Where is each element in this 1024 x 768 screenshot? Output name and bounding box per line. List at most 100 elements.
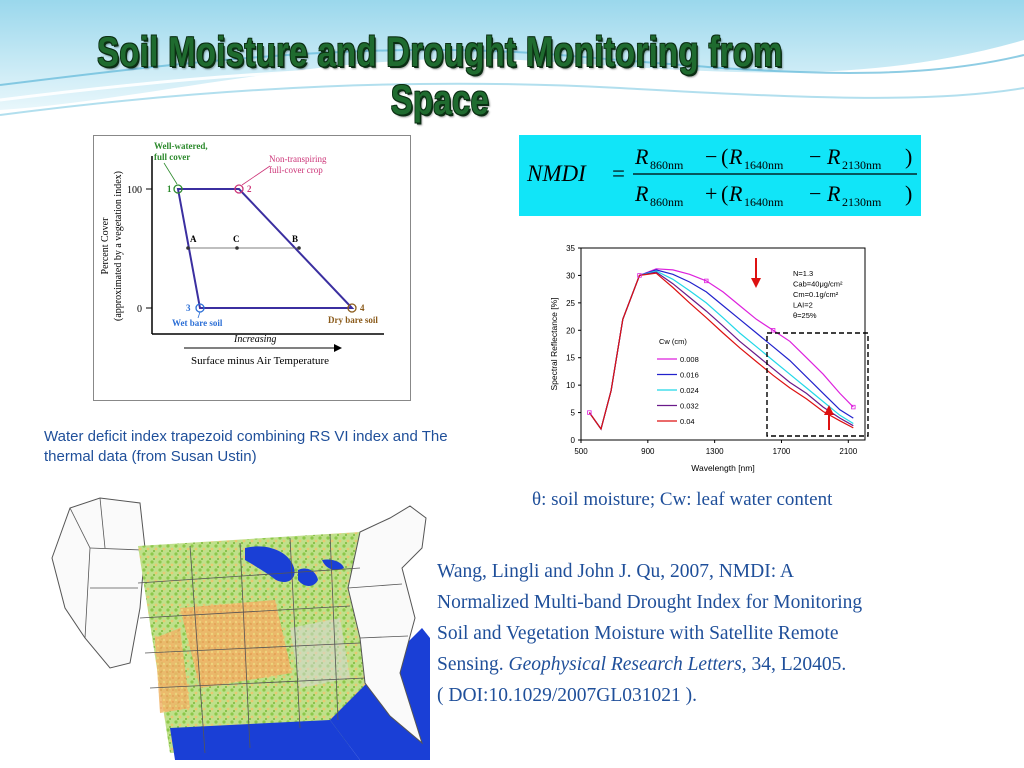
legend-label: 0.016 xyxy=(680,371,699,380)
y-tick-label: 30 xyxy=(566,271,575,280)
x-tick-label: 1300 xyxy=(706,447,724,456)
up-arrow xyxy=(824,405,834,430)
x-tick-label: 2100 xyxy=(839,447,857,456)
trapezoid-caption: Water deficit index trapezoid combining … xyxy=(44,428,448,465)
non-transpiring-label-2: full-cover crop xyxy=(269,165,323,175)
y-tick-label: 35 xyxy=(566,244,575,253)
citation-line-4-tail: 34, L20405. xyxy=(746,654,847,675)
legend-label: 0.008 xyxy=(680,355,699,364)
svg-text:): ) xyxy=(905,181,912,206)
y-axis-label: Spectral Reflectance [%] xyxy=(549,297,559,390)
y-axis-label-2: (approximated by a vegetation index) xyxy=(113,171,124,321)
num-r1640-sub: 1640nm xyxy=(744,158,784,172)
legend-title: Cw (cm) xyxy=(659,337,687,346)
point-3-label: 3 xyxy=(186,303,191,313)
den-r2130-sub: 2130nm xyxy=(842,195,882,209)
tick-100: 100 xyxy=(127,185,142,196)
y-tick-label: 5 xyxy=(571,409,576,418)
point-4-marker xyxy=(347,303,357,313)
num-r2130: R xyxy=(826,144,841,169)
y-tick-label: 10 xyxy=(566,381,575,390)
western-states xyxy=(51,497,146,669)
series-marker xyxy=(704,278,709,284)
num-r860: R xyxy=(634,144,649,169)
citation: Wang, Lingli and John J. Qu, 2007, NMDI:… xyxy=(437,556,1017,711)
citation-line-2: Normalized Multi-band Drought Index for … xyxy=(437,592,863,613)
legend-label: 0.04 xyxy=(680,417,695,426)
tick-0: 0 xyxy=(137,304,142,315)
formula-equals: = xyxy=(612,161,625,186)
trapezoid-diagram: 100 0 Percent Cover (approximated by a v… xyxy=(93,135,411,401)
eastern-states xyxy=(347,505,427,745)
series-marker xyxy=(770,328,776,333)
point-2-label: 2 xyxy=(247,184,252,194)
formula-lhs: NMDI xyxy=(526,161,587,186)
point-c-label: C xyxy=(233,234,240,244)
den-r860-sub: 860nm xyxy=(650,195,684,209)
y-tick-label: 0 xyxy=(571,436,576,445)
series-marker xyxy=(851,404,856,410)
y-tick-label: 15 xyxy=(566,354,575,363)
svg-text:): ) xyxy=(905,144,912,169)
point-a-label: A xyxy=(190,234,197,244)
model-parameter: LAI=2 xyxy=(793,301,813,310)
y-tick-label: 20 xyxy=(566,326,575,335)
citation-line-4: Sensing. Geophysical Research Letters, 3… xyxy=(437,649,1017,680)
num-r860-sub: 860nm xyxy=(650,158,684,172)
model-parameter: Cab=40μg/cm² xyxy=(793,280,843,289)
series-marker xyxy=(587,410,592,415)
series-marker xyxy=(637,273,642,278)
down-arrow xyxy=(751,258,761,288)
swir-highlight-box xyxy=(766,332,869,437)
y-axis-label-1: Percent Cover xyxy=(100,217,111,275)
model-parameter: Cm=0.1g/cm² xyxy=(793,290,839,299)
citation-line-4-plain: Sensing. xyxy=(437,654,509,675)
us-drought-map xyxy=(30,488,430,760)
model-parameter: N=1.3 xyxy=(793,269,813,278)
den-r1640: R xyxy=(728,181,743,206)
x-tick-label: 1700 xyxy=(773,447,791,456)
theta-note: θ: soil moisture; Cw: leaf water content xyxy=(532,489,833,510)
den-r860: R xyxy=(634,181,649,206)
num-r2130-sub: 2130nm xyxy=(842,158,882,172)
citation-line-1: Wang, Lingli and John J. Qu, 2007, NMDI:… xyxy=(437,561,794,582)
x-tick-label: 500 xyxy=(574,447,588,456)
x-axis-label: Wavelength [nm] xyxy=(691,463,754,473)
den-r2130: R xyxy=(826,181,841,206)
svg-text:(: ( xyxy=(721,181,728,206)
citation-line-5: ( DOI:10.1029/2007GL031021 ). xyxy=(437,685,697,706)
slide-title: Soil Moisture and Drought Monitoring fro… xyxy=(97,28,783,123)
wet-bare-soil-label: Wet bare soil xyxy=(172,318,223,328)
den-inner-op: − xyxy=(809,181,821,206)
nmdi-formula: NMDI = R 860nm − ( R 1640nm − R 2130nm )… xyxy=(519,135,921,216)
point-4-label: 4 xyxy=(360,303,365,313)
num-inner-op: − xyxy=(809,144,821,169)
background-waves xyxy=(0,0,1024,116)
plot-frame xyxy=(580,247,866,441)
den-r1640-sub: 1640nm xyxy=(744,195,784,209)
point-2-marker xyxy=(234,184,244,194)
well-watered-label-2: full cover xyxy=(154,152,190,162)
x-tick-label: 900 xyxy=(641,447,655,456)
point-1-marker xyxy=(173,184,183,194)
non-transpiring-label-1: Non-transpiring xyxy=(269,154,327,164)
model-parameter: θ=25% xyxy=(793,311,817,320)
increasing-label: Increasing xyxy=(233,334,276,345)
y-tick-label: 25 xyxy=(566,299,575,308)
point-b-label: B xyxy=(292,234,298,244)
den-op: + xyxy=(705,181,717,206)
num-op: − xyxy=(705,144,717,169)
x-axis-label: Surface minus Air Temperature xyxy=(191,355,329,367)
trapezoid-shape xyxy=(176,188,355,309)
state-boundaries xyxy=(137,533,366,754)
dry-bare-soil-label: Dry bare soil xyxy=(328,315,378,325)
well-watered-label-1: Well-watered, xyxy=(154,141,208,151)
spectral-reflectance-chart: 0 5 10 15 20 25 30 35 500 900 1300 1700 2100 Waveleng… xyxy=(537,240,877,480)
legend-label: 0.024 xyxy=(680,386,699,395)
svg-text:(: ( xyxy=(721,144,728,169)
point-1-label: 1 xyxy=(167,184,172,194)
citation-line-3: Soil and Vegetation Moisture with Satell… xyxy=(437,623,839,644)
num-r1640: R xyxy=(728,144,743,169)
citation-journal: Geophysical Research Letters, xyxy=(508,654,747,675)
series-line xyxy=(588,272,854,431)
